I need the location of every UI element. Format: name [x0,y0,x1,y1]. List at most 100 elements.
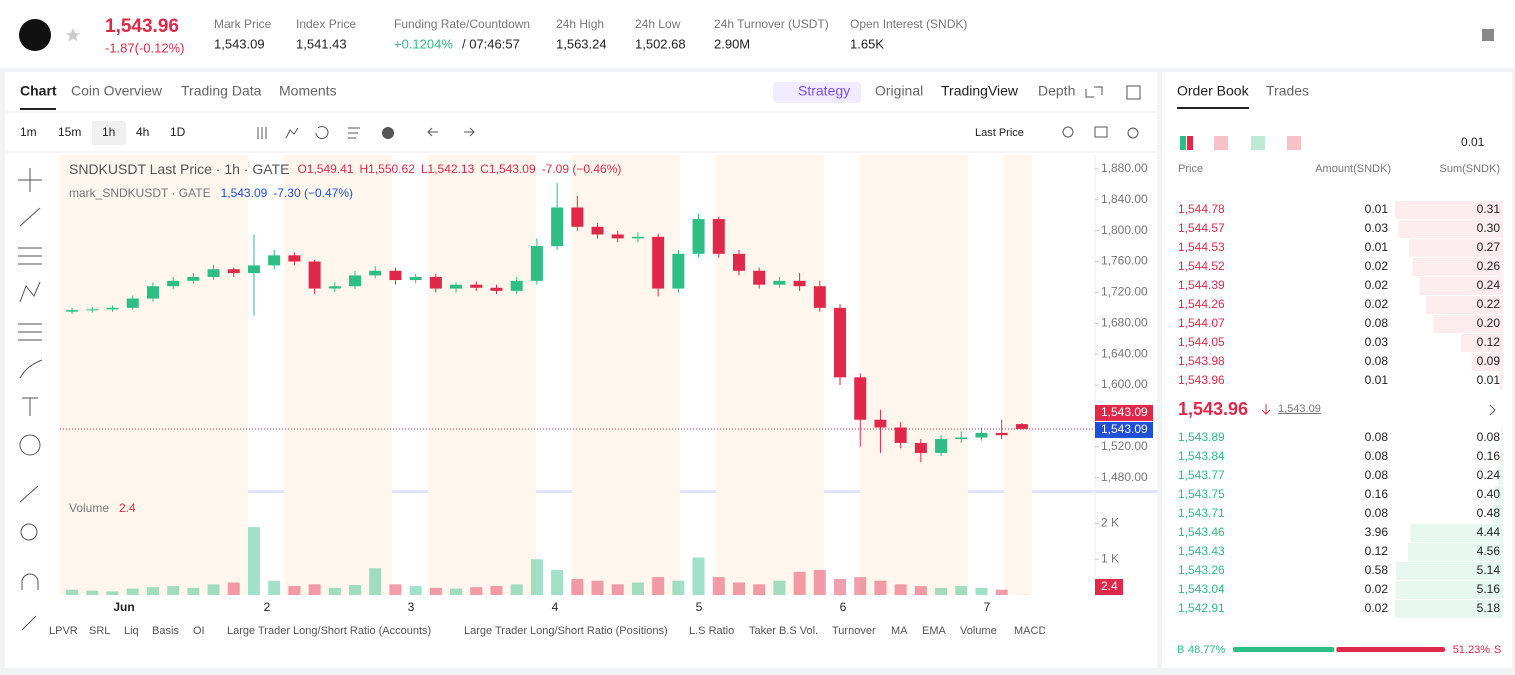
book-price[interactable]: 1,543.96 [1178,373,1225,387]
indicator[interactable]: MACD [1014,625,1046,637]
interval[interactable]: 4h [136,125,149,139]
book-sum: 4.44 [1477,525,1501,539]
x-tick-label: 3 [408,600,415,614]
precision[interactable]: 0.01 [1461,135,1485,149]
candle-body [107,308,119,310]
book-price[interactable]: 1,544.39 [1178,278,1225,292]
book-price[interactable]: 1,544.26 [1178,297,1225,311]
volume-bar [248,527,260,595]
book-price[interactable]: 1,544.07 [1178,316,1225,330]
candle-body [632,237,644,239]
book-tab[interactable]: Order Book [1177,83,1250,99]
book-price[interactable]: 1,543.84 [1178,449,1225,463]
book-price[interactable]: 1,542.91 [1178,601,1225,615]
indicator[interactable]: MA [891,625,908,637]
view-tab[interactable]: Depth [1038,83,1075,99]
ohlc-value: O1,549.41 [297,162,353,176]
indicator[interactable]: Taker B.S Vol. [749,625,818,637]
stat-value: 1.65K [850,36,884,51]
book-mark: 1,543.09 [1278,403,1321,415]
candle-body [551,207,563,246]
view-tab[interactable]: Original [875,83,923,99]
interval[interactable]: 15m [58,125,81,139]
volume-bar [66,590,78,595]
chart-tab[interactable]: Trading Data [181,83,262,99]
volume-tick-label: 2 K [1101,516,1119,530]
book-price[interactable]: 1,543.43 [1178,544,1225,558]
book-price[interactable]: 1,544.78 [1178,202,1225,216]
indicator[interactable]: Basis [152,625,179,637]
book-sum: 0.20 [1477,316,1501,330]
column-header: Sum(SNDK) [1439,163,1500,175]
candle-body [713,219,725,254]
mark-name: mark_SNDKUSDT · GATE [69,186,211,200]
candle-body [208,269,220,277]
x-tick-label: 4 [552,600,559,614]
book-amount: 0.08 [1365,506,1389,520]
ohlc-value: -7.09 (−0.46%) [542,162,622,176]
book-amount: 0.16 [1365,487,1389,501]
stat-value: 1,543.09 [214,36,265,51]
book-price[interactable]: 1,544.57 [1178,221,1225,235]
book-price[interactable]: 1,544.52 [1178,259,1225,273]
indicator-icon[interactable] [382,127,394,139]
y-tick-label: 1,640.00 [1101,346,1148,360]
book-price[interactable]: 1,544.05 [1178,335,1225,349]
stat-label: 24h Low [635,17,681,31]
indicator[interactable]: Volume [960,625,997,637]
x-tick-label: Jun [113,600,134,614]
candle-body [86,309,98,310]
indicator[interactable]: Turnover [832,625,876,637]
book-price[interactable]: 1,543.71 [1178,506,1225,520]
candle-body [531,246,543,281]
book-price[interactable]: 1,543.46 [1178,525,1225,539]
book-price[interactable]: 1,543.89 [1178,430,1225,444]
interval[interactable]: 1h [102,125,115,139]
indicator[interactable]: Large Trader Long/Short Ratio (Positions… [464,625,668,637]
indicator[interactable]: OI [193,625,205,637]
last-price: 1,543.96 [105,16,179,37]
indicator[interactable]: LPVR [49,625,78,637]
indicator[interactable]: L.S Ratio [689,625,734,637]
indicator[interactable]: Large Trader Long/Short Ratio (Accounts) [227,625,431,637]
menu-icon[interactable] [1482,29,1494,41]
stat-label: Mark Price [214,17,272,31]
chart-tab[interactable]: Coin Overview [71,83,163,99]
book-price[interactable]: 1,543.75 [1178,487,1225,501]
view-tab[interactable]: TradingView [941,83,1019,99]
volume-tick-label: 1 K [1101,551,1119,565]
volume-bar [955,586,967,595]
indicator[interactable]: SRL [89,625,110,637]
chart-tab[interactable]: Chart [20,83,57,99]
volume-bar [349,585,361,595]
view-tab[interactable]: Strategy [798,83,850,99]
session-band [572,155,680,595]
volume-bar [652,577,664,595]
book-price[interactable]: 1,543.77 [1178,468,1225,482]
price-source[interactable]: Last Price [975,127,1024,139]
volume-bar [612,584,624,595]
volume-bar [874,581,886,595]
candle-body [369,271,381,276]
book-sum: 0.26 [1477,259,1501,273]
book-price[interactable]: 1,543.26 [1178,563,1225,577]
book-price[interactable]: 1,543.98 [1178,354,1225,368]
interval[interactable]: 1m [20,125,37,139]
book-price[interactable]: 1,543.04 [1178,582,1225,596]
candle-body [187,277,199,281]
volume-bar [369,568,381,595]
book-tab[interactable]: Trades [1266,83,1309,99]
book-amount: 0.01 [1365,240,1389,254]
book-price[interactable]: 1,544.53 [1178,240,1225,254]
chart-tab[interactable]: Moments [279,83,337,99]
indicator[interactable]: EMA [922,625,947,637]
interval[interactable]: 1D [170,125,186,139]
candle-body [450,285,462,289]
mark-change: -7.30 (−0.47%) [273,186,353,200]
book-sum: 0.08 [1477,430,1501,444]
indicator[interactable]: Liq [124,625,139,637]
stat-value: 1,541.43 [296,36,347,51]
candle-body [470,285,482,288]
